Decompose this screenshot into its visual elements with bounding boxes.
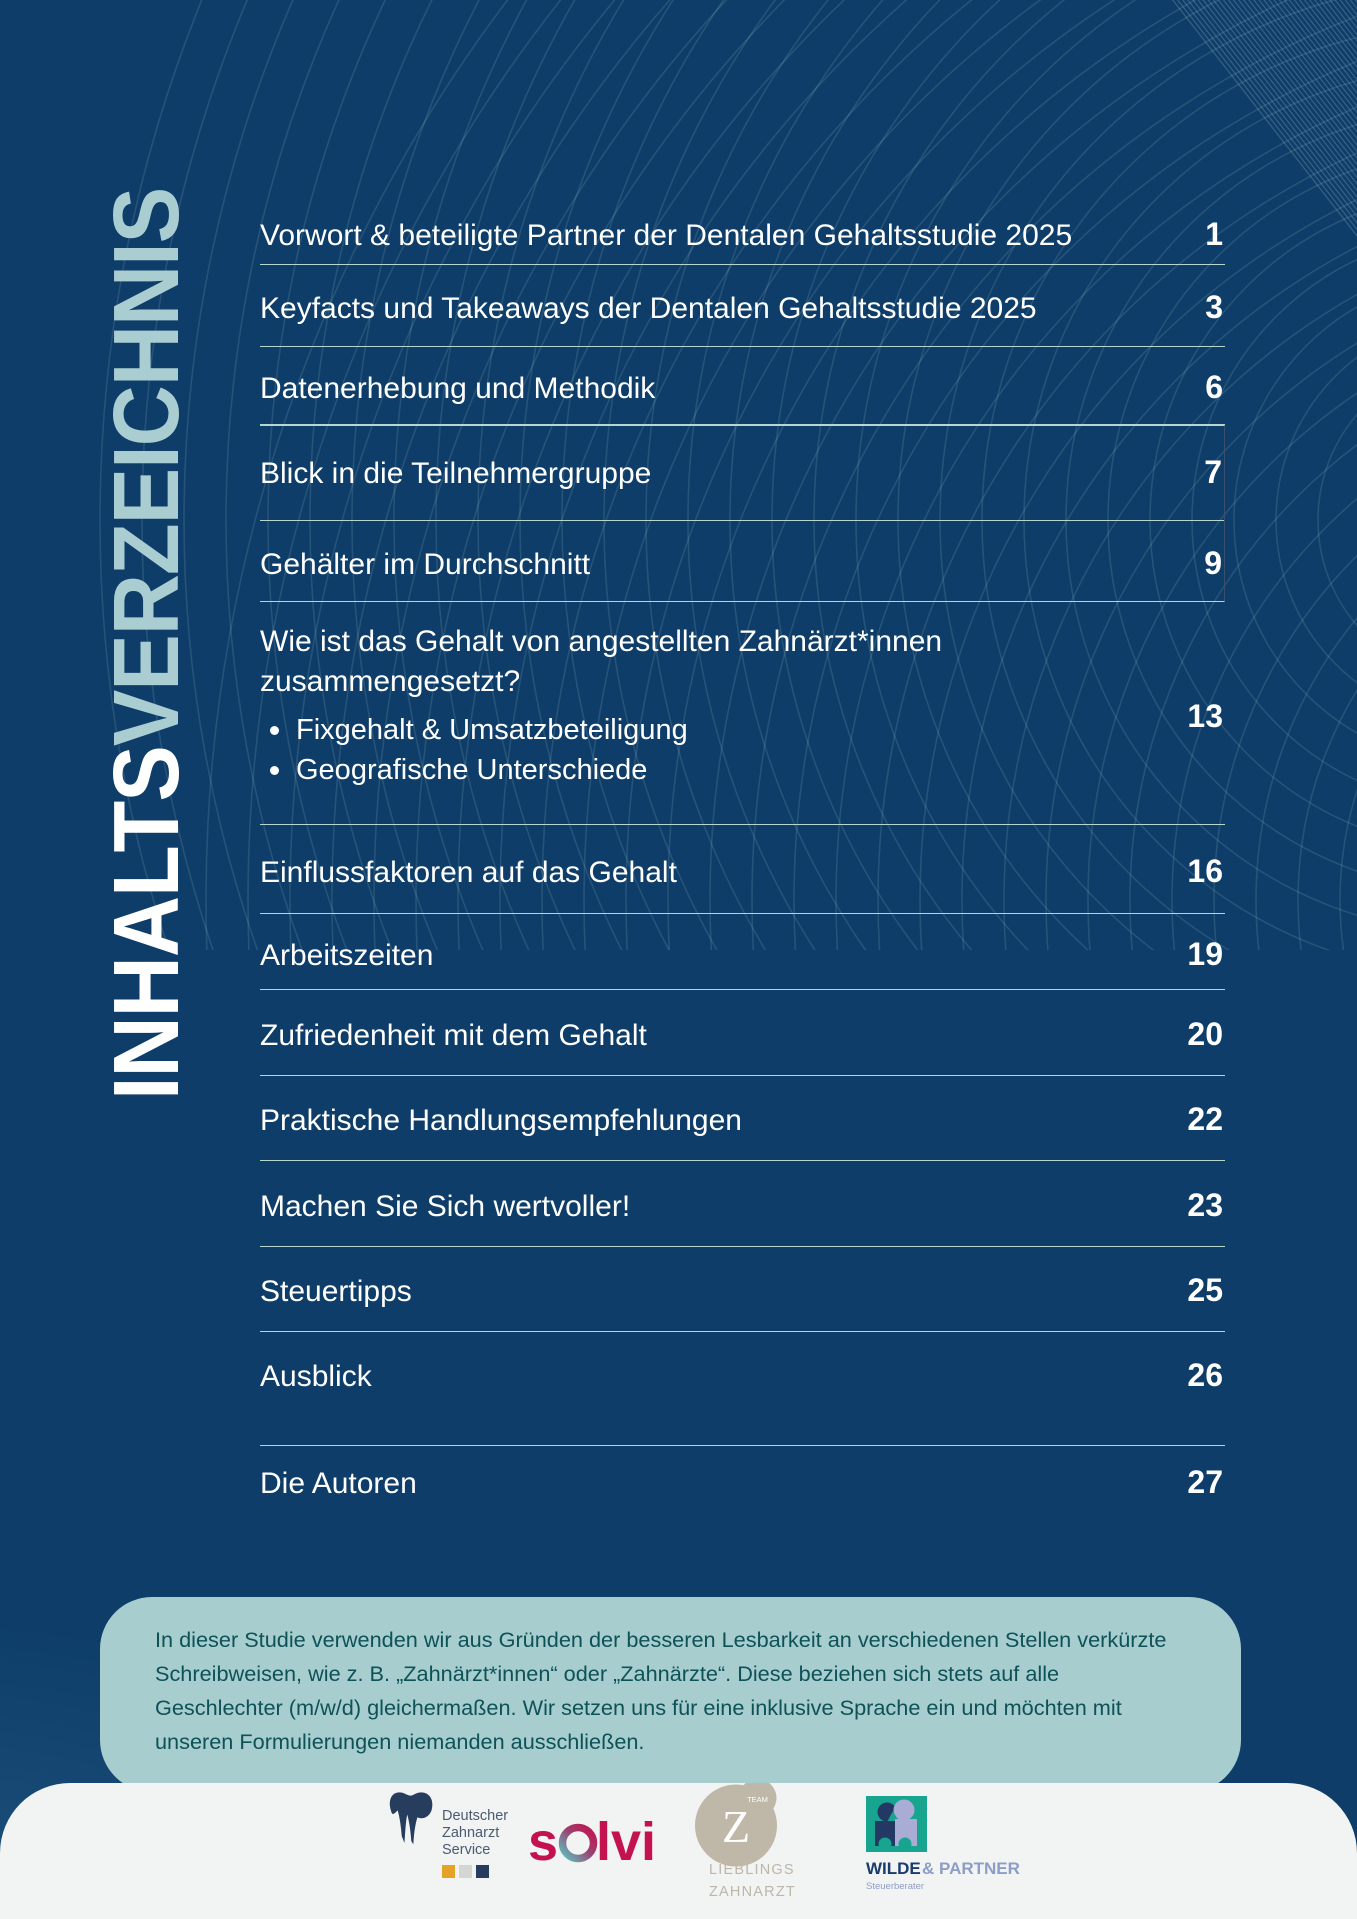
svg-text:Steuerberater: Steuerberater xyxy=(866,1881,924,1892)
svg-text:LIEBLINGS: LIEBLINGS xyxy=(709,1862,795,1878)
svg-text:Deutscher: Deutscher xyxy=(442,1808,508,1824)
svg-text:& PARTNER: & PARTNER xyxy=(922,1859,1020,1878)
svg-text:Zahnarzt: Zahnarzt xyxy=(442,1825,499,1841)
svg-text:ZAHNARZT: ZAHNARZT xyxy=(709,1884,796,1900)
svg-text:Z: Z xyxy=(722,1801,750,1852)
svg-text:lvi: lvi xyxy=(596,1812,656,1872)
svg-text:s: s xyxy=(528,1812,558,1872)
svg-text:Service: Service xyxy=(442,1842,490,1858)
svg-text:WILDE: WILDE xyxy=(866,1859,921,1878)
svg-text:TEAM: TEAM xyxy=(747,1795,768,1804)
